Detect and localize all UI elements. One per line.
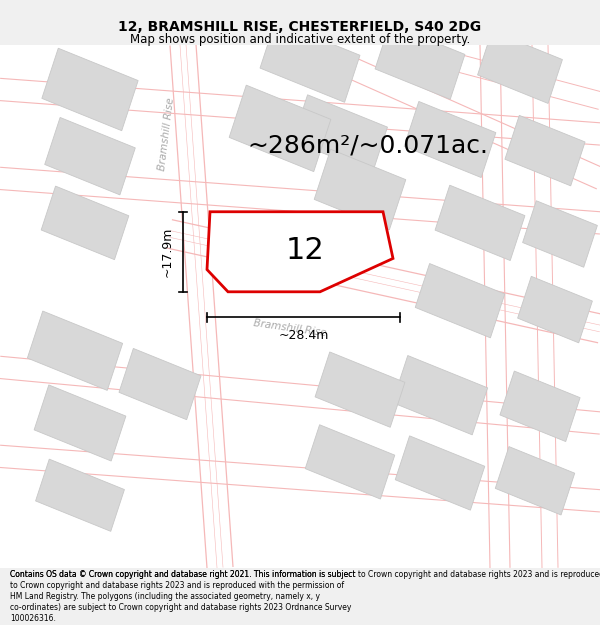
Text: 12, BRAMSHILL RISE, CHESTERFIELD, S40 2DG: 12, BRAMSHILL RISE, CHESTERFIELD, S40 2D… — [118, 20, 482, 34]
Text: Map shows position and indicative extent of the property.: Map shows position and indicative extent… — [130, 32, 470, 46]
Polygon shape — [404, 101, 496, 178]
Polygon shape — [42, 48, 138, 131]
Text: Bramshill Rise: Bramshill Rise — [253, 318, 327, 339]
Polygon shape — [314, 149, 406, 230]
Text: 12: 12 — [286, 236, 325, 265]
Polygon shape — [45, 118, 135, 195]
Polygon shape — [293, 95, 388, 173]
Text: ~28.4m: ~28.4m — [278, 329, 329, 342]
Polygon shape — [495, 447, 575, 515]
Polygon shape — [119, 349, 201, 420]
Polygon shape — [505, 116, 585, 186]
Polygon shape — [523, 201, 598, 268]
Text: Contains OS data © Crown copyright and database right 2021. This information is : Contains OS data © Crown copyright and d… — [10, 570, 600, 579]
Polygon shape — [392, 356, 488, 435]
Polygon shape — [478, 31, 562, 103]
Polygon shape — [35, 459, 124, 531]
Polygon shape — [41, 186, 129, 259]
Polygon shape — [305, 425, 395, 499]
Polygon shape — [375, 24, 465, 99]
Polygon shape — [34, 385, 126, 461]
Polygon shape — [395, 436, 485, 510]
Text: Bramshill Rise: Bramshill Rise — [158, 97, 176, 171]
Polygon shape — [315, 352, 405, 428]
Polygon shape — [415, 264, 505, 338]
Text: Contains OS data © Crown copyright and database right 2021. This information is : Contains OS data © Crown copyright and d… — [10, 570, 356, 623]
Polygon shape — [518, 276, 592, 343]
Polygon shape — [28, 311, 122, 391]
Text: ~286m²/~0.071ac.: ~286m²/~0.071ac. — [248, 133, 488, 157]
Text: ~17.9m: ~17.9m — [161, 227, 173, 277]
Polygon shape — [435, 185, 525, 261]
Polygon shape — [229, 85, 331, 172]
Polygon shape — [260, 21, 360, 102]
Polygon shape — [500, 371, 580, 441]
Polygon shape — [207, 212, 393, 292]
